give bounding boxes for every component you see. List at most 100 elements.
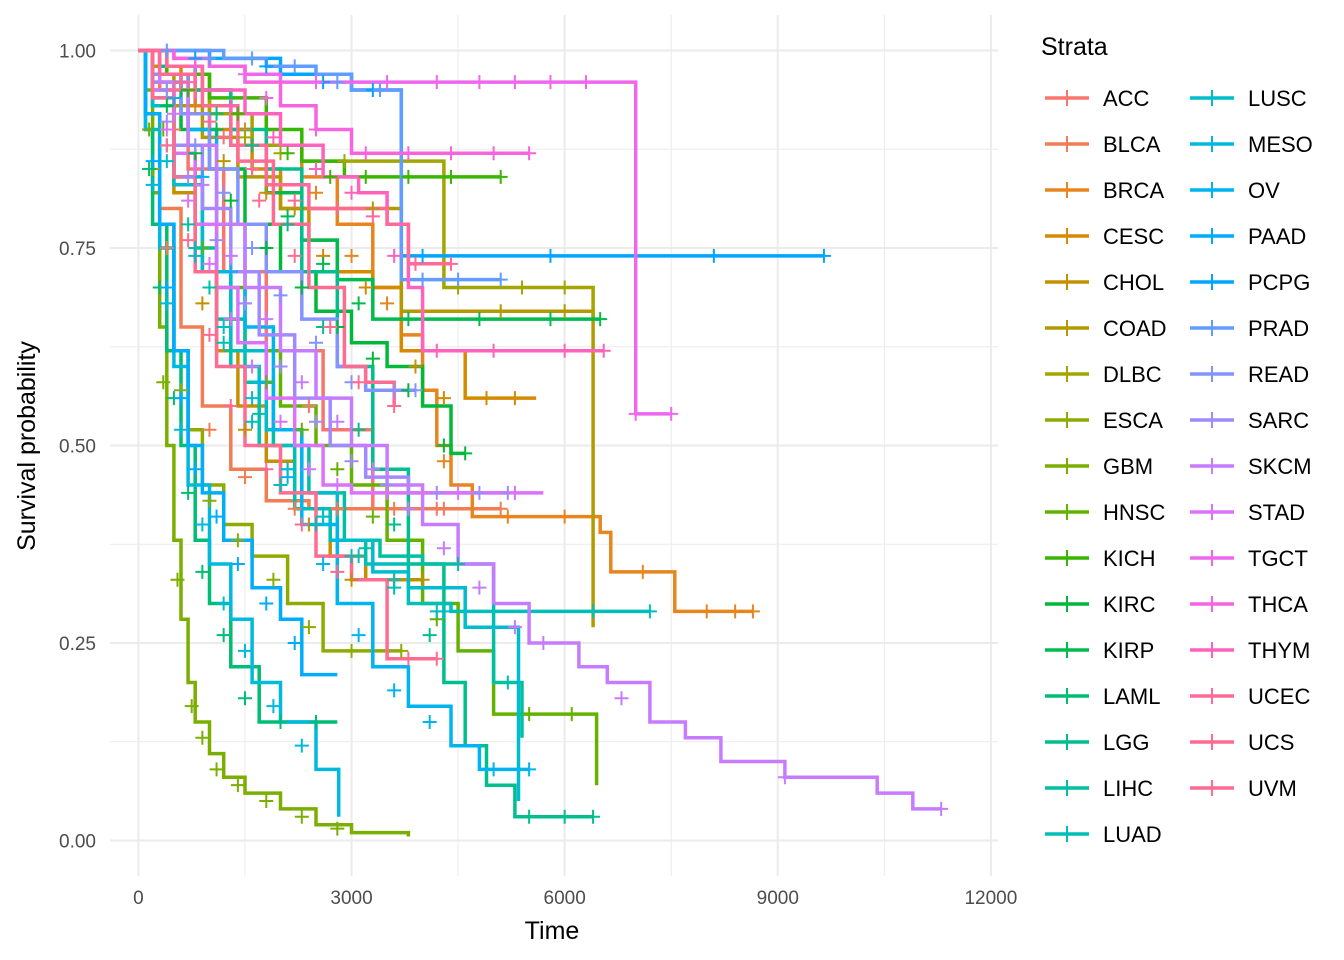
censor-mark-kirp: [351, 296, 366, 311]
legend-label: DLBC: [1103, 362, 1162, 387]
y-tick-label: 0.25: [59, 634, 96, 655]
legend-label: KICH: [1103, 546, 1156, 571]
censor-mark-gbm: [170, 572, 185, 587]
legend-label: KIRP: [1103, 638, 1154, 663]
censor-mark-ucs: [159, 138, 174, 153]
censor-mark-blca: [493, 501, 508, 516]
censor-mark-brca: [500, 509, 515, 524]
censor-mark-lusc: [245, 391, 260, 406]
legend-item-kirp: KIRP: [1045, 638, 1154, 663]
censor-mark-ov: [316, 556, 331, 571]
censor-mark-thca: [522, 146, 537, 161]
censor-mark-tgct: [380, 75, 395, 90]
legend-item-read: READ: [1190, 362, 1309, 387]
censor-mark-tgct: [578, 75, 593, 90]
censor-mark-skcm: [330, 414, 345, 429]
censor-mark-cesc: [188, 98, 203, 113]
censor-mark-uvm: [174, 75, 189, 90]
censor-mark-lihc: [252, 406, 267, 421]
legend-item-tgct: TGCT: [1190, 546, 1308, 571]
censor-mark-luad: [216, 335, 231, 350]
censor-mark-lgg: [351, 422, 366, 437]
km-curve-prad: [138, 48, 501, 282]
censor-mark-sarc: [237, 296, 252, 311]
censor-mark-stad: [451, 485, 466, 500]
legend-item-ov: OV: [1190, 178, 1280, 203]
censor-mark-ov: [486, 762, 501, 777]
censor-mark-blca: [237, 470, 252, 485]
censor-mark-lgg: [245, 138, 260, 153]
censor-mark-ucs: [429, 651, 444, 666]
censor-mark-prad: [287, 59, 302, 74]
censor-mark-blca: [202, 422, 217, 437]
censor-mark-lusc: [316, 509, 331, 524]
censor-mark-ov: [522, 762, 537, 777]
censor-mark-skcm: [294, 375, 309, 390]
legend-label: PRAD: [1248, 316, 1309, 341]
censor-mark-thym: [429, 343, 444, 358]
censor-mark-prad: [245, 51, 260, 66]
y-axis-title: Survival probability: [13, 341, 41, 551]
legend-label: LAML: [1103, 684, 1160, 709]
censor-mark-pcpg: [816, 248, 831, 263]
censor-mark-ov: [223, 264, 238, 279]
censor-mark-ucec: [443, 256, 458, 271]
censor-mark-tgct: [507, 75, 522, 90]
censor-mark-skcm: [166, 106, 181, 121]
censor-mark-read: [273, 288, 288, 303]
censor-mark-prad: [330, 75, 345, 90]
censor-mark-lgg: [209, 106, 224, 121]
censor-mark-gbm: [209, 762, 224, 777]
censor-mark-kirc: [159, 98, 174, 113]
legend-label: READ: [1248, 362, 1309, 387]
km-curve-ucec: [138, 48, 451, 266]
censor-mark-ucec: [408, 256, 423, 271]
censor-mark-paad: [209, 509, 224, 524]
legend-item-pcpg: PCPG: [1190, 270, 1310, 295]
censor-mark-skcm: [259, 312, 274, 327]
censor-mark-uvm: [252, 193, 267, 208]
censor-mark-lihc: [500, 675, 515, 690]
censor-mark-hnsc: [294, 422, 309, 437]
censor-mark-ov: [280, 470, 295, 485]
censor-mark-luad: [486, 604, 501, 619]
censor-mark-stad: [181, 193, 196, 208]
legend-item-hnsc: HNSC: [1045, 500, 1165, 525]
censor-mark-blca: [287, 501, 302, 516]
censor-mark-skcm: [401, 501, 416, 516]
legend-label: THCA: [1248, 592, 1308, 617]
legend-item-acc: ACC: [1045, 86, 1150, 111]
censor-mark-coad: [557, 304, 572, 319]
legend-label: KIRC: [1103, 592, 1156, 617]
censor-mark-hnsc: [564, 707, 579, 722]
x-tick-label: 6000: [544, 888, 586, 909]
censor-mark-kich: [443, 169, 458, 184]
censor-mark-lusc: [436, 604, 451, 619]
censor-marks: [142, 43, 949, 836]
censor-mark-thca: [188, 59, 203, 74]
y-tick-label: 1.00: [59, 42, 96, 63]
censor-mark-thym: [387, 248, 402, 263]
censor-mark-brca: [728, 604, 743, 619]
censor-mark-skcm: [777, 770, 792, 785]
legend-label: GBM: [1103, 454, 1153, 479]
censor-mark-tgct: [472, 75, 487, 90]
censor-mark-ucec: [287, 193, 302, 208]
censor-mark-lgg: [422, 628, 437, 643]
legend-label: LUAD: [1103, 822, 1162, 847]
censor-mark-gbm: [259, 793, 274, 808]
censor-mark-sarc: [309, 414, 324, 429]
censor-mark-skcm: [223, 248, 238, 263]
censor-mark-gbm: [294, 809, 309, 824]
legend-item-stad: STAD: [1190, 500, 1305, 525]
legend-label: UCS: [1248, 730, 1294, 755]
censor-mark-kich: [401, 169, 416, 184]
censor-mark-laml: [195, 564, 210, 579]
censor-mark-stad: [202, 256, 217, 271]
censor-mark-ucs: [181, 233, 196, 248]
legend-label: LIHC: [1103, 776, 1153, 801]
km-curve-thca: [138, 48, 530, 155]
legend-label: COAD: [1103, 316, 1167, 341]
legend-label: ESCA: [1103, 408, 1163, 433]
censor-mark-uvm: [387, 399, 402, 414]
